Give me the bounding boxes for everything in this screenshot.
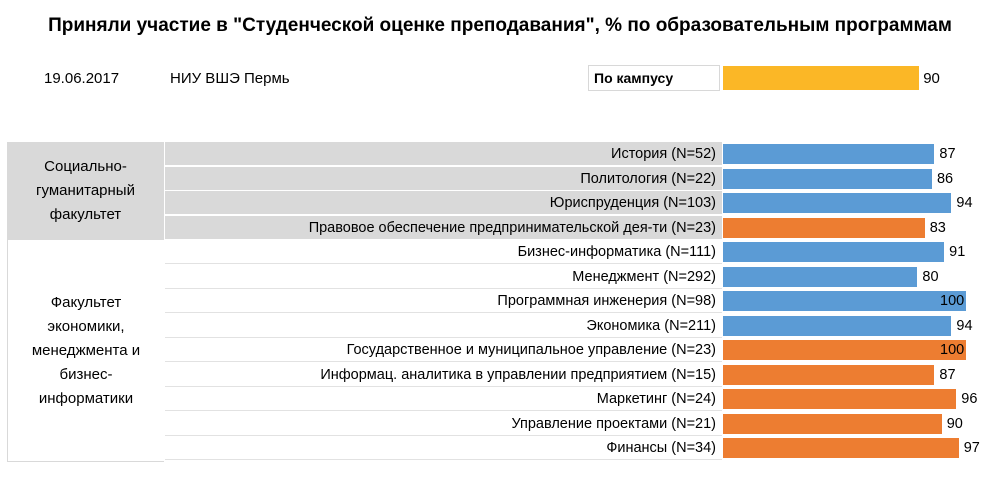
program-value: 90 [946, 415, 963, 432]
faculty-2-line-4: бизнес- [59, 365, 113, 383]
program-label: Маркетинг (N=24) [165, 387, 722, 411]
faculty-2-line-2: экономики, [47, 317, 125, 335]
campus-bar [723, 66, 920, 90]
program-label: Юриспруденция (N=103) [165, 191, 722, 215]
program-value: 96 [961, 391, 978, 407]
program-bar [723, 217, 925, 238]
program-label: Правовое обеспечение предпринимательской… [165, 215, 722, 240]
faculty-2-line-3: менеджмента и [31, 341, 141, 359]
campus-label: По кампусу [588, 65, 720, 91]
program-label: История (N=52) [165, 142, 722, 166]
program-bar [723, 438, 959, 458]
program-label: Управление проектами (N=21) [165, 411, 722, 436]
program-bar [723, 291, 966, 311]
program-bar [723, 315, 952, 336]
program-label: Менеджмент (N=292) [165, 264, 722, 289]
organization-name: НИУ ВШЭ Пермь [170, 70, 290, 87]
program-bar [723, 389, 957, 409]
program-value: 94 [956, 195, 973, 211]
program-label: Финансы (N=34) [165, 436, 722, 460]
program-bar [723, 168, 932, 189]
program-bar [723, 193, 952, 213]
program-bar [723, 340, 966, 360]
program-label: Программная инженерия (N=98) [165, 289, 722, 313]
program-label: Экономика (N=211) [165, 313, 722, 338]
report-date: 19.06.2017 [44, 70, 120, 87]
program-label: Государственное и муниципальное управлен… [165, 338, 722, 362]
faculty-economics-management: Факультет экономики, менеджмента и бизне… [7, 240, 164, 462]
campus-value: 90 [923, 70, 940, 87]
program-value: 97 [963, 440, 980, 456]
program-value: 83 [929, 219, 946, 236]
program-label: Информац. аналитика в управлении предпри… [165, 362, 722, 387]
program-bar [723, 242, 945, 262]
program-value: 100 [940, 293, 965, 309]
program-label: Бизнес-информатика (N=111) [165, 240, 722, 264]
chart-title: Приняли участие в "Студенческой оценке п… [48, 15, 952, 36]
program-value: 94 [956, 317, 973, 334]
faculty-1-line-3: факультет [49, 206, 122, 223]
program-bar [723, 144, 935, 164]
program-value: 91 [949, 244, 966, 260]
program-label: Политология (N=22) [165, 166, 722, 191]
program-bar [723, 364, 935, 385]
program-value: 80 [922, 268, 939, 285]
program-bar [723, 266, 918, 287]
program-bar [723, 413, 942, 434]
program-value: 100 [940, 342, 965, 358]
program-value: 86 [936, 170, 954, 187]
faculty-2-line-1: Факультет [50, 293, 122, 311]
faculty-1-line-2: гуманитарный [36, 182, 135, 199]
faculty-social-humanities: Социально- гуманитарный факультет [7, 142, 164, 240]
faculty-2-line-5: информатики [38, 389, 134, 407]
program-value: 87 [939, 146, 956, 162]
program-value: 87 [939, 366, 956, 383]
faculty-1-line-1: Социально- [44, 158, 127, 175]
